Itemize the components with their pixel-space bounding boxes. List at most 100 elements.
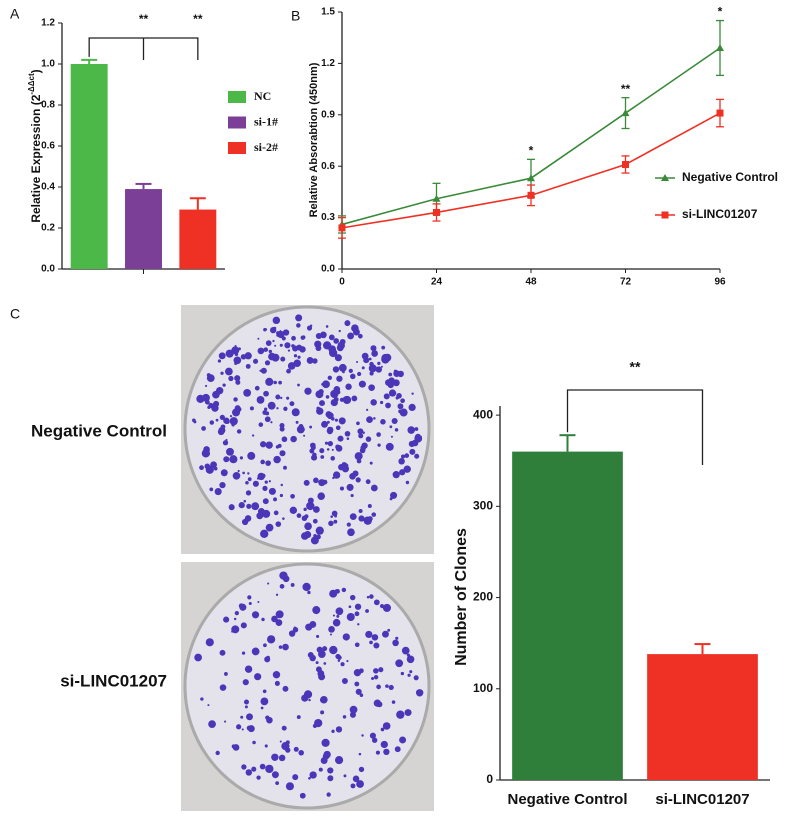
colony (342, 633, 350, 641)
colony (357, 371, 362, 377)
colony (369, 461, 373, 465)
significance-label: ** (139, 12, 149, 26)
colony (357, 623, 360, 626)
colony (368, 357, 372, 361)
colony (280, 483, 284, 487)
colony (326, 420, 330, 424)
colony (240, 715, 244, 719)
colony (346, 612, 355, 622)
colony (332, 471, 341, 479)
colony (399, 469, 406, 476)
colony (361, 734, 364, 737)
colony (218, 352, 226, 360)
bar (647, 654, 758, 780)
colony (263, 347, 269, 352)
colony (256, 477, 260, 480)
colony (235, 358, 238, 361)
colony (301, 532, 309, 540)
colony (251, 766, 257, 772)
colony (396, 393, 402, 399)
colony (350, 783, 356, 789)
colony (335, 726, 343, 733)
colony (315, 526, 324, 535)
colony (292, 627, 299, 633)
colony (278, 645, 283, 649)
colony (394, 428, 399, 432)
colony (279, 450, 286, 457)
significance-bracket (566, 389, 704, 465)
colony (371, 737, 378, 743)
colony (302, 582, 311, 592)
colony (369, 371, 374, 376)
colony (352, 470, 359, 477)
colony (338, 329, 341, 333)
colony (208, 720, 216, 728)
colony (377, 443, 381, 447)
colony (293, 746, 299, 752)
colony (293, 359, 301, 367)
colony (302, 516, 307, 521)
colony (395, 659, 404, 668)
colony (230, 377, 233, 380)
colony (244, 665, 253, 673)
colony (270, 326, 277, 334)
significance-label: ** (193, 12, 203, 26)
colony (327, 441, 334, 447)
colony (262, 689, 267, 694)
colony (280, 356, 286, 362)
bar (179, 209, 217, 269)
colony (345, 383, 352, 390)
colony (217, 359, 222, 363)
colony (409, 448, 416, 455)
colony (309, 448, 315, 454)
y-axis-label: Number of Clones (453, 528, 470, 666)
colony (395, 636, 399, 640)
colony (265, 460, 271, 467)
colony (361, 352, 369, 360)
colony (245, 490, 252, 496)
colony (346, 659, 349, 663)
colony (329, 589, 338, 598)
colony (335, 425, 341, 431)
legend-swatch (228, 116, 246, 129)
colony (332, 618, 341, 627)
colony (286, 368, 291, 374)
colony (287, 349, 291, 352)
colony (241, 728, 244, 731)
colony (296, 513, 302, 518)
colony (244, 705, 248, 709)
colony (370, 399, 377, 406)
colony (333, 397, 339, 402)
colony (382, 630, 389, 638)
colony (377, 361, 381, 366)
colony (334, 418, 339, 422)
colony (235, 379, 241, 385)
colony (330, 417, 335, 421)
colony (220, 469, 228, 477)
colony (351, 395, 358, 402)
colony (371, 634, 379, 641)
colony (396, 710, 405, 719)
colony (273, 497, 277, 502)
colony (233, 397, 238, 402)
colony (365, 609, 369, 613)
colony (380, 727, 385, 732)
colony (373, 350, 377, 354)
colony (263, 643, 267, 648)
colony (252, 611, 258, 616)
colony (237, 469, 240, 473)
colony (286, 396, 290, 400)
colony (219, 482, 226, 489)
y-tick-label: 100 (473, 681, 493, 695)
colony (356, 361, 359, 364)
colony (261, 473, 266, 479)
colony (257, 347, 265, 355)
colony (271, 771, 279, 779)
colony (248, 601, 252, 605)
colony (363, 516, 372, 525)
colony (312, 518, 318, 524)
colony (263, 390, 269, 397)
colony (398, 458, 405, 465)
colony (387, 628, 391, 632)
colony (376, 432, 381, 437)
